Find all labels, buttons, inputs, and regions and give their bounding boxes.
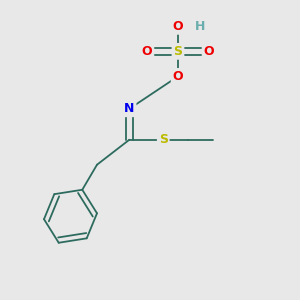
Text: O: O xyxy=(142,45,152,58)
Text: S: S xyxy=(173,45,182,58)
Text: O: O xyxy=(173,20,183,33)
Text: O: O xyxy=(173,70,183,83)
Text: S: S xyxy=(159,133,168,146)
Text: N: N xyxy=(124,102,135,115)
Text: O: O xyxy=(204,45,214,58)
Text: H: H xyxy=(195,20,205,33)
